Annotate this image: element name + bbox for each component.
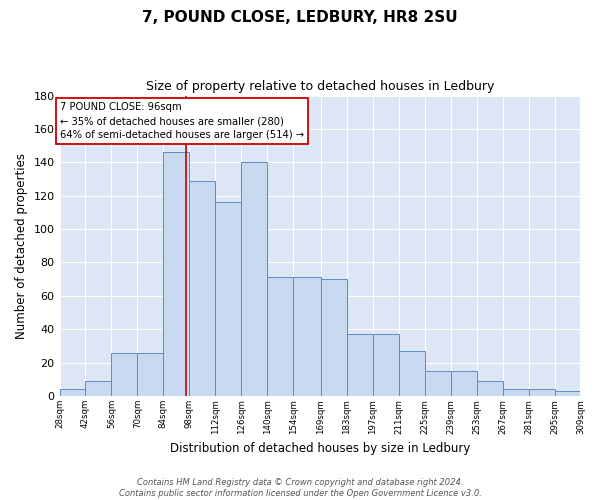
Bar (476, 381, 503, 396)
Bar (293, 278, 321, 396)
Bar (554, 391, 580, 396)
Bar (425, 371, 451, 396)
Bar (399, 351, 425, 396)
Bar (112, 352, 137, 396)
Bar (85, 381, 112, 396)
Bar (241, 162, 267, 396)
Text: 7, POUND CLOSE, LEDBURY, HR8 2SU: 7, POUND CLOSE, LEDBURY, HR8 2SU (142, 10, 458, 25)
Title: Size of property relative to detached houses in Ledbury: Size of property relative to detached ho… (146, 80, 494, 93)
Bar (373, 334, 399, 396)
X-axis label: Distribution of detached houses by size in Ledbury: Distribution of detached houses by size … (170, 442, 470, 455)
Y-axis label: Number of detached properties: Number of detached properties (15, 153, 28, 339)
Bar (267, 278, 293, 396)
Bar (451, 371, 476, 396)
Bar (529, 390, 554, 396)
Bar (503, 390, 529, 396)
Bar (163, 152, 190, 396)
Text: 7 POUND CLOSE: 96sqm
← 35% of detached houses are smaller (280)
64% of semi-deta: 7 POUND CLOSE: 96sqm ← 35% of detached h… (59, 102, 304, 140)
Bar (190, 180, 215, 396)
Bar (215, 202, 241, 396)
Bar (347, 334, 373, 396)
Bar (321, 279, 347, 396)
Bar (137, 352, 163, 396)
Bar (580, 392, 600, 396)
Bar (59, 390, 85, 396)
Text: Contains HM Land Registry data © Crown copyright and database right 2024.
Contai: Contains HM Land Registry data © Crown c… (119, 478, 481, 498)
